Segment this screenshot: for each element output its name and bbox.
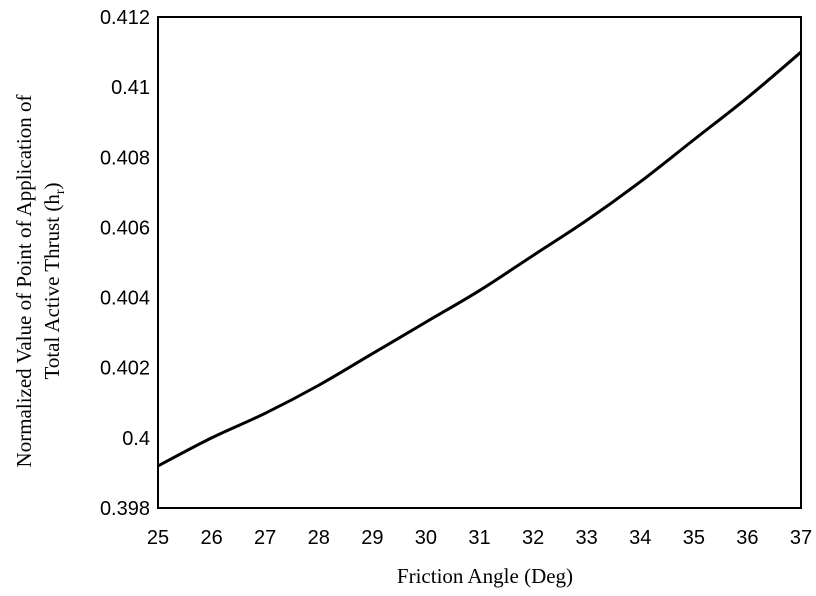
y-tick-label: 0.41 [111, 77, 150, 99]
y-axis-title-close: ) [40, 182, 64, 189]
y-axis-title: Normalized Value of Point of Application… [12, 95, 68, 468]
x-tick-label: 34 [629, 527, 651, 549]
y-tick-label: 0.408 [100, 147, 150, 169]
x-tick-label: 31 [468, 527, 490, 549]
y-axis-title-line-1: Normalized Value of Point of Application… [12, 95, 36, 468]
y-tick-label: 0.398 [100, 498, 150, 520]
x-tick-label: 26 [200, 527, 222, 549]
x-axis-title: Friction Angle (Deg) [397, 564, 573, 588]
y-tick-label: 0.4 [122, 428, 150, 450]
x-tick-label: 35 [683, 527, 705, 549]
x-tick-label: 28 [308, 527, 330, 549]
x-tick-label: 36 [736, 527, 758, 549]
x-tick-label: 37 [790, 527, 812, 549]
y-axis-title-subscript: r [53, 189, 68, 194]
y-tick-label: 0.406 [100, 217, 150, 239]
y-axis-title-main: Total Active Thrust (h [40, 194, 64, 380]
plot-frame [157, 16, 802, 509]
x-tick-label: 29 [361, 527, 383, 549]
series-layer [157, 50, 802, 468]
y-axis-title-line-2: Total Active Thrust (hr) [40, 182, 68, 379]
x-axis-ticks: 25 26 27 28 29 30 31 32 33 34 35 36 37 [147, 527, 812, 549]
x-tick-label: 25 [147, 527, 169, 549]
y-axis-ticks: 0.398 0.4 0.402 0.404 0.406 0.408 0.41 0.412 [100, 7, 150, 520]
y-tick-label: 0.402 [100, 358, 150, 380]
x-tick-label: 33 [576, 527, 598, 549]
x-tick-label: 32 [522, 527, 544, 549]
x-tick-label: 27 [254, 527, 276, 549]
series-line [157, 50, 802, 468]
y-tick-label: 0.404 [100, 288, 150, 310]
x-tick-label: 30 [415, 527, 437, 549]
y-tick-label: 0.412 [100, 7, 150, 29]
